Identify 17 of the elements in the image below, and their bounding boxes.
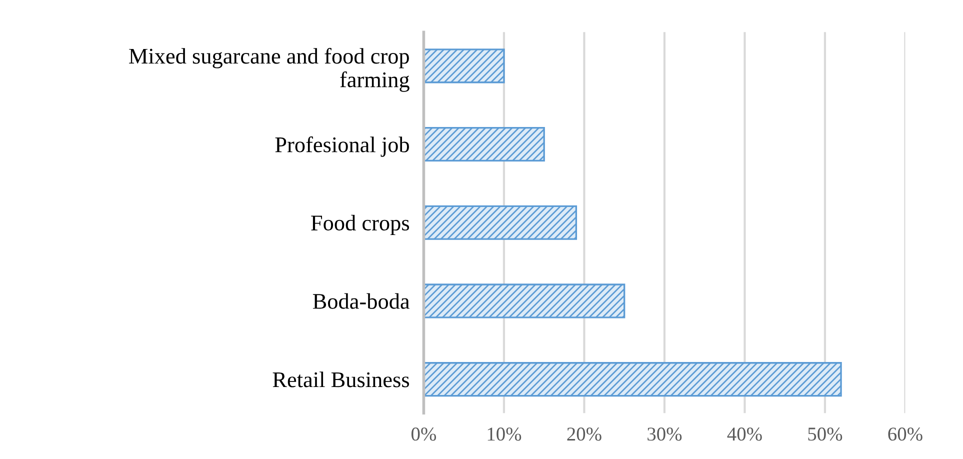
x-tick-label: 50% bbox=[808, 428, 842, 441]
y-tick-label: Profesional job bbox=[275, 136, 409, 157]
y-tick-label: Retail Business bbox=[272, 372, 410, 388]
bar bbox=[424, 126, 545, 162]
bar bbox=[424, 362, 842, 397]
x-tick-label: 30% bbox=[648, 428, 682, 441]
y-tick-label: Boda-boda bbox=[312, 293, 410, 309]
y-tick-label: Food crops bbox=[311, 214, 410, 236]
y-tick-label: Mixed sugarcane and food crop farming bbox=[129, 48, 410, 92]
x-tick-label: 10% bbox=[488, 428, 522, 441]
x-tick-label: 20% bbox=[567, 428, 602, 441]
bar bbox=[424, 205, 578, 240]
x-tick-label: 60% bbox=[888, 428, 922, 441]
bar bbox=[424, 48, 505, 84]
x-tick-label: 0% bbox=[412, 428, 436, 441]
bar bbox=[424, 284, 626, 318]
x-tick-label: 40% bbox=[727, 428, 762, 441]
